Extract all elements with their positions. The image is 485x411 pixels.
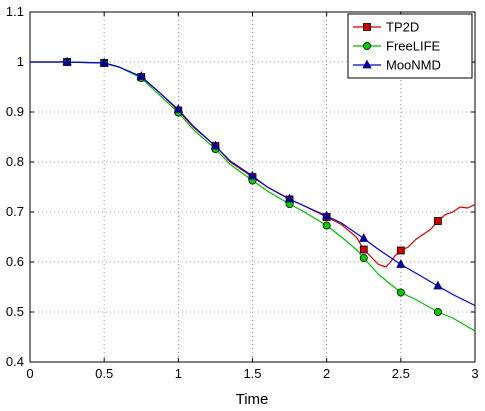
- x-tick-label: 0.5: [95, 366, 113, 381]
- legend-marker-moonmd: [362, 59, 372, 69]
- legend-marker-freelife: [362, 42, 371, 51]
- y-tick-label: 0.6: [6, 254, 24, 269]
- legend: TP2D FreeLIFE MooNMD: [347, 13, 473, 79]
- legend-item-moonmd: MooNMD: [353, 58, 441, 73]
- data-point-moonmd: [210, 140, 221, 150]
- x-tick-label: 1: [175, 366, 182, 381]
- x-tick-label: 2.5: [392, 366, 410, 381]
- data-point-moonmd: [433, 280, 443, 290]
- data-point-moonmd: [62, 56, 72, 66]
- data-point-moonmd: [136, 71, 146, 80]
- y-tick-label: 1.1: [6, 4, 24, 19]
- data-point-moonmd: [247, 170, 258, 180]
- y-tick-label: 1: [17, 54, 24, 69]
- legend-item-freelife: FreeLIFE: [353, 39, 441, 54]
- y-tick-label: 0.4: [6, 354, 24, 369]
- series-group: [30, 56, 476, 332]
- x-axis-title: Time: [236, 391, 269, 408]
- y-tick-label: 0.7: [6, 204, 24, 219]
- series-moonmd: [30, 56, 476, 307]
- data-point-freelife: [359, 253, 368, 262]
- legend-item-tp2d: TP2D: [353, 20, 419, 35]
- legend-label-moonmd: MooNMD: [386, 58, 441, 73]
- data-point-moonmd: [284, 193, 295, 203]
- data-point-tp2d: [396, 246, 405, 255]
- x-tick-label: 3: [471, 366, 478, 381]
- data-point-tp2d: [359, 245, 368, 254]
- legend-label-tp2d: TP2D: [386, 20, 419, 35]
- data-point-freelife: [433, 307, 442, 316]
- y-tick-label: 0.8: [6, 154, 24, 169]
- data-point-freelife: [322, 221, 331, 230]
- data-point-moonmd: [359, 233, 369, 242]
- data-point-moonmd: [99, 57, 109, 67]
- series-line-moonmd: [30, 61, 476, 307]
- x-tick-label: 0: [26, 366, 33, 381]
- axis-ticks: 0 0.5 1 1.5 2 2.5 3 0.4 0.5 0.6 0.7 0.8 0.9 1 1.1: [6, 4, 479, 381]
- x-tick-label: 1.5: [243, 366, 261, 381]
- legend-marker-tp2d: [363, 23, 371, 31]
- y-tick-label: 0.5: [6, 304, 24, 319]
- x-tick-label: 2: [323, 366, 330, 381]
- data-point-moonmd: [321, 210, 332, 220]
- y-tick-label: 0.9: [6, 104, 24, 119]
- data-point-moonmd: [396, 259, 406, 268]
- data-point-freelife: [396, 288, 405, 297]
- data-point-tp2d: [434, 217, 442, 225]
- data-point-moonmd: [173, 104, 183, 113]
- legend-label-freelife: FreeLIFE: [386, 39, 441, 54]
